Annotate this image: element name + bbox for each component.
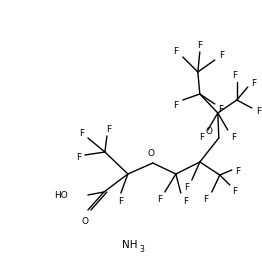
Text: NH: NH: [122, 240, 137, 250]
Text: F: F: [231, 133, 236, 141]
Text: F: F: [232, 186, 237, 195]
Text: F: F: [251, 79, 256, 88]
Text: F: F: [256, 107, 261, 115]
Text: F: F: [219, 50, 224, 60]
Text: F: F: [173, 47, 178, 56]
Text: F: F: [173, 101, 178, 109]
Text: 3: 3: [140, 244, 145, 253]
Text: F: F: [76, 153, 81, 162]
Text: F: F: [157, 195, 162, 205]
Text: O: O: [205, 127, 212, 137]
Text: F: F: [199, 133, 204, 141]
Text: F: F: [232, 72, 237, 80]
Text: O: O: [81, 217, 88, 225]
Text: F: F: [106, 125, 111, 134]
Text: F: F: [184, 182, 189, 192]
Text: F: F: [118, 196, 123, 205]
Text: F: F: [183, 196, 188, 205]
Text: F: F: [203, 195, 208, 204]
Text: O: O: [147, 149, 154, 157]
Text: F: F: [235, 167, 240, 176]
Text: F: F: [79, 128, 84, 137]
Text: HO: HO: [54, 191, 68, 199]
Text: F: F: [197, 40, 202, 50]
Text: F: F: [218, 105, 223, 114]
